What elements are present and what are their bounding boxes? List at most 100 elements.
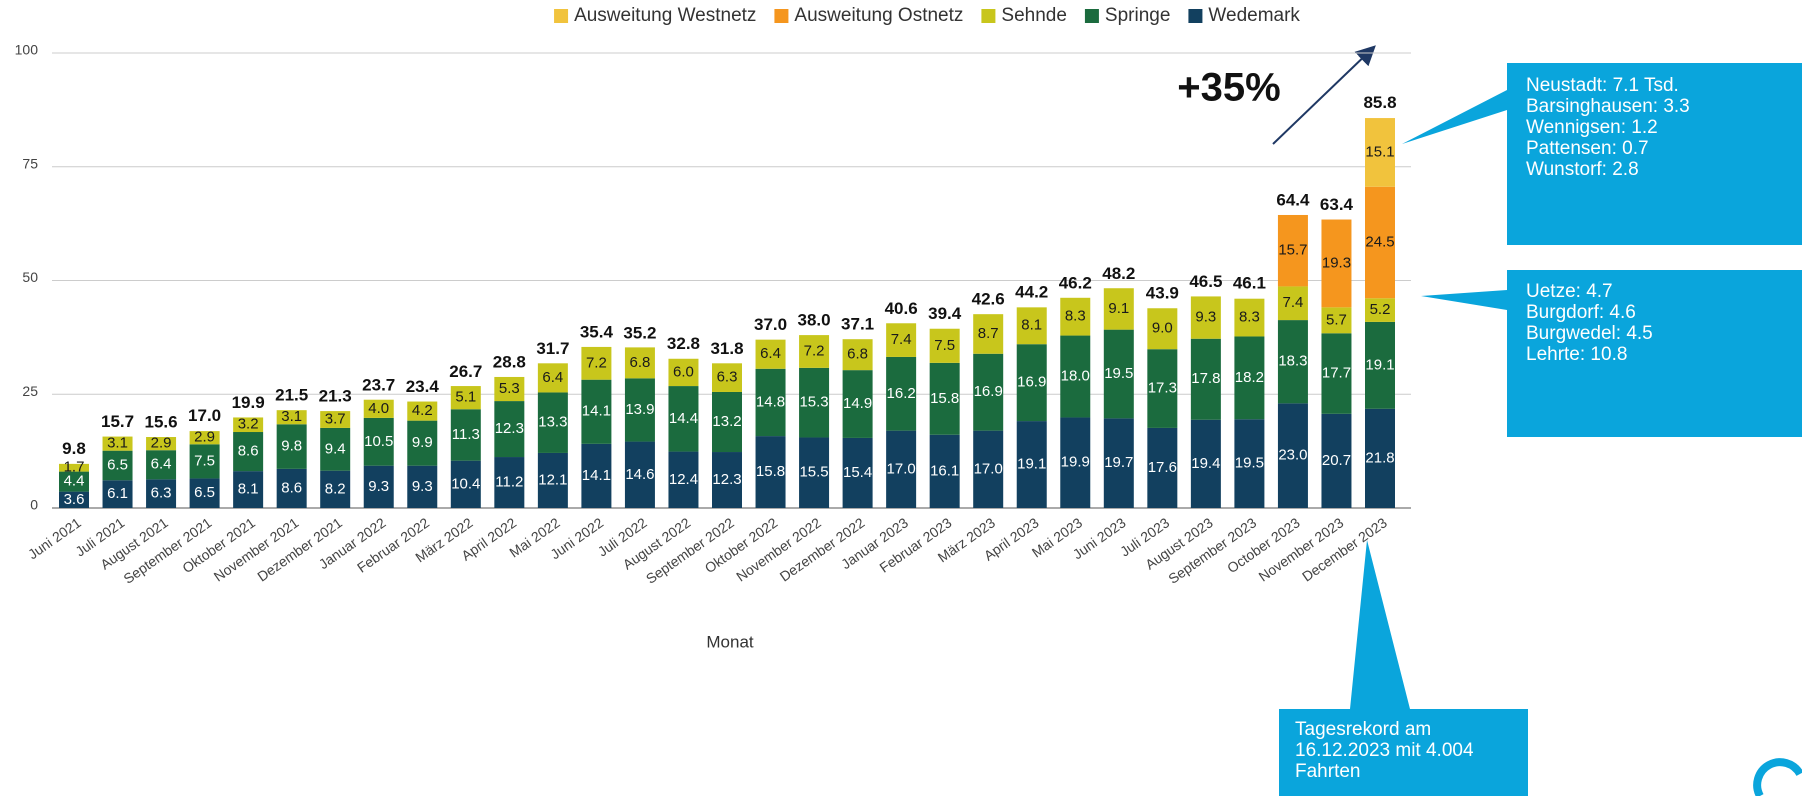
bar-segment <box>537 452 568 508</box>
value-label: 15.1 <box>1365 143 1394 160</box>
bar-segment <box>624 347 655 379</box>
value-label: 8.2 <box>325 480 346 497</box>
bar-segment <box>799 335 830 368</box>
bar-segment <box>146 437 177 451</box>
total-label: 9.8 <box>62 439 86 458</box>
value-label: 6.8 <box>847 346 868 363</box>
bar-segment <box>1234 419 1265 508</box>
total-label: 43.9 <box>1146 284 1179 303</box>
total-label: 85.8 <box>1363 93 1396 112</box>
bar-segment <box>102 436 133 451</box>
bar-segment <box>1277 403 1308 508</box>
total-label: 28.8 <box>493 352 526 371</box>
bar-segment <box>233 432 264 472</box>
bar-segment <box>450 460 481 508</box>
bar-segment <box>1234 298 1265 337</box>
bar-segment <box>1147 349 1178 428</box>
bar-segment <box>1016 307 1047 345</box>
legend-label: Ausweitung Westnetz <box>574 5 756 26</box>
bar-segment <box>1190 419 1221 508</box>
value-label: 3.7 <box>325 410 346 427</box>
legend-swatch <box>774 9 789 23</box>
value-label: 6.3 <box>151 485 172 502</box>
x-tick-label: Juni 2021 <box>25 514 84 562</box>
callout-text: Fahrten <box>1295 761 1360 782</box>
bar-segment <box>450 409 481 461</box>
total-label: 46.1 <box>1233 274 1266 293</box>
value-label: 7.5 <box>194 452 215 469</box>
value-label: 12.3 <box>712 471 741 488</box>
value-label: 4.0 <box>368 400 389 417</box>
bar-segment <box>624 441 655 508</box>
value-label: 14.8 <box>756 393 785 410</box>
bar-segment <box>581 346 612 380</box>
total-label: 46.2 <box>1059 273 1092 292</box>
y-tick-label: 100 <box>15 42 39 58</box>
bar-segment <box>1321 413 1352 508</box>
total-label: 39.4 <box>928 304 962 323</box>
value-label: 8.1 <box>1021 317 1042 334</box>
total-label: 44.2 <box>1015 282 1048 301</box>
bar-segment <box>1365 298 1395 322</box>
value-label: 2.9 <box>194 429 215 446</box>
bar-segment <box>59 491 89 508</box>
value-label: 11.2 <box>495 473 523 490</box>
value-label: 8.3 <box>1239 309 1260 326</box>
legend-swatch <box>554 9 569 23</box>
bar-segment <box>407 420 438 466</box>
legend-swatch <box>1084 9 1099 23</box>
bar-segment <box>799 367 830 438</box>
callout-text: Burgdorf: 4.6 <box>1526 302 1636 323</box>
bar-segment <box>1147 427 1178 508</box>
y-tick-label: 75 <box>22 155 38 171</box>
callout-text: Uetze: 4.7 <box>1526 281 1613 302</box>
bar-segment <box>842 370 873 438</box>
total-label: 15.6 <box>145 413 178 432</box>
value-label: 18.2 <box>1235 369 1264 386</box>
value-label: 6.3 <box>717 369 738 386</box>
value-label: 5.2 <box>1370 301 1391 318</box>
value-label: 7.4 <box>891 331 912 348</box>
callout-text: Barsinghausen: 3.3 <box>1526 96 1690 117</box>
bar-segment <box>799 437 830 508</box>
value-label: 17.0 <box>887 460 916 477</box>
value-label: 15.5 <box>799 464 828 481</box>
bar-segment <box>59 471 89 492</box>
bar-segment <box>494 376 525 402</box>
bar-segment <box>929 328 960 363</box>
bar-segment <box>755 368 786 437</box>
value-label: 3.2 <box>238 416 259 433</box>
bar-segment <box>102 450 133 481</box>
total-label: 63.4 <box>1320 195 1354 214</box>
value-label: 19.3 <box>1322 254 1351 271</box>
bar-segment <box>1016 344 1047 422</box>
value-label: 17.3 <box>1148 380 1177 397</box>
bar-segment <box>1365 408 1395 508</box>
value-label: 9.3 <box>368 478 389 495</box>
value-label: 9.1 <box>1108 300 1129 317</box>
total-label: 31.8 <box>710 339 743 358</box>
value-label: 19.1 <box>1017 456 1046 473</box>
bar-segment <box>450 386 481 410</box>
value-label: 16.9 <box>1017 374 1046 391</box>
x-axis-title: Monat <box>706 632 754 651</box>
value-label: 14.4 <box>669 410 698 427</box>
total-label: 37.0 <box>754 315 787 334</box>
callout-box <box>1421 270 1802 437</box>
value-label: 14.9 <box>843 395 872 412</box>
bar-segment <box>1365 118 1395 187</box>
value-label: 8.7 <box>978 325 999 342</box>
value-label: 6.8 <box>630 354 651 371</box>
value-label: 9.0 <box>1152 320 1173 337</box>
value-label: 13.2 <box>712 413 741 430</box>
value-label: 7.2 <box>804 342 825 359</box>
bar-segment <box>407 401 438 421</box>
value-label: 17.8 <box>1191 370 1220 387</box>
logo <box>1753 758 1802 796</box>
bar-segment <box>494 457 525 508</box>
callout-text: 16.12.2023 mit 4.004 <box>1295 740 1474 761</box>
y-tick-label: 0 <box>30 497 38 513</box>
value-label: 12.3 <box>495 420 524 437</box>
value-label: 14.1 <box>582 467 611 484</box>
total-label: 35.2 <box>623 323 656 342</box>
